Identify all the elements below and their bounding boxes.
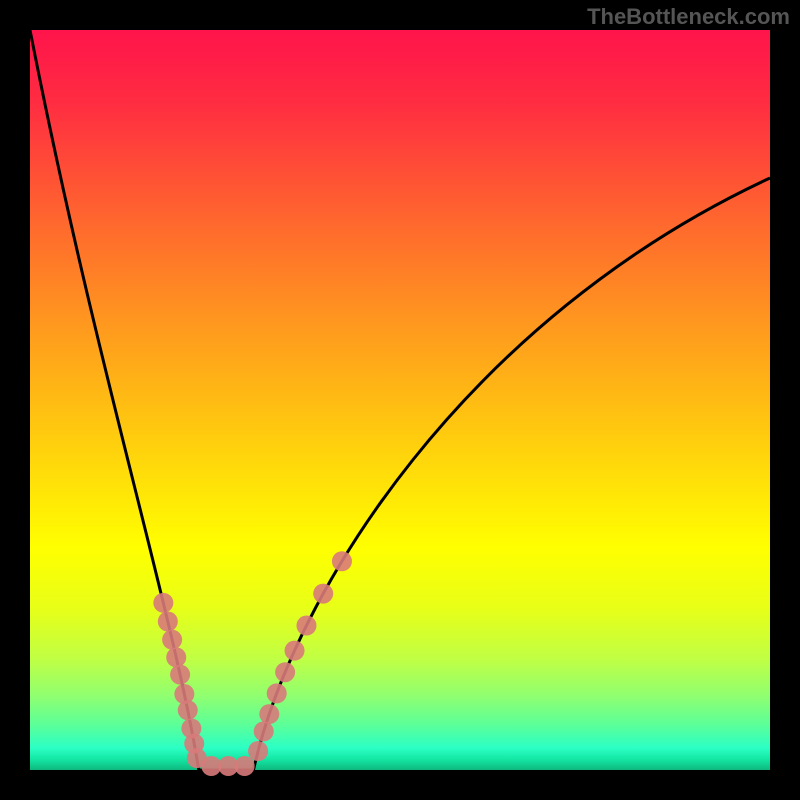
chart-svg [0,0,800,800]
data-marker [201,756,221,776]
data-marker [285,641,305,661]
data-marker [332,551,352,571]
data-marker [235,756,255,776]
data-marker [248,741,268,761]
data-marker [166,647,186,667]
data-marker [158,611,178,631]
data-marker [275,662,295,682]
data-marker [254,721,274,741]
data-marker [153,593,173,613]
watermark-text: TheBottleneck.com [587,4,790,30]
data-marker [162,630,182,650]
chart-container: TheBottleneck.com [0,0,800,800]
data-marker [313,584,333,604]
data-marker [259,704,279,724]
data-marker [267,683,287,703]
plot-background [30,30,770,770]
data-marker [170,665,190,685]
data-marker [178,700,198,720]
data-marker [296,616,316,636]
